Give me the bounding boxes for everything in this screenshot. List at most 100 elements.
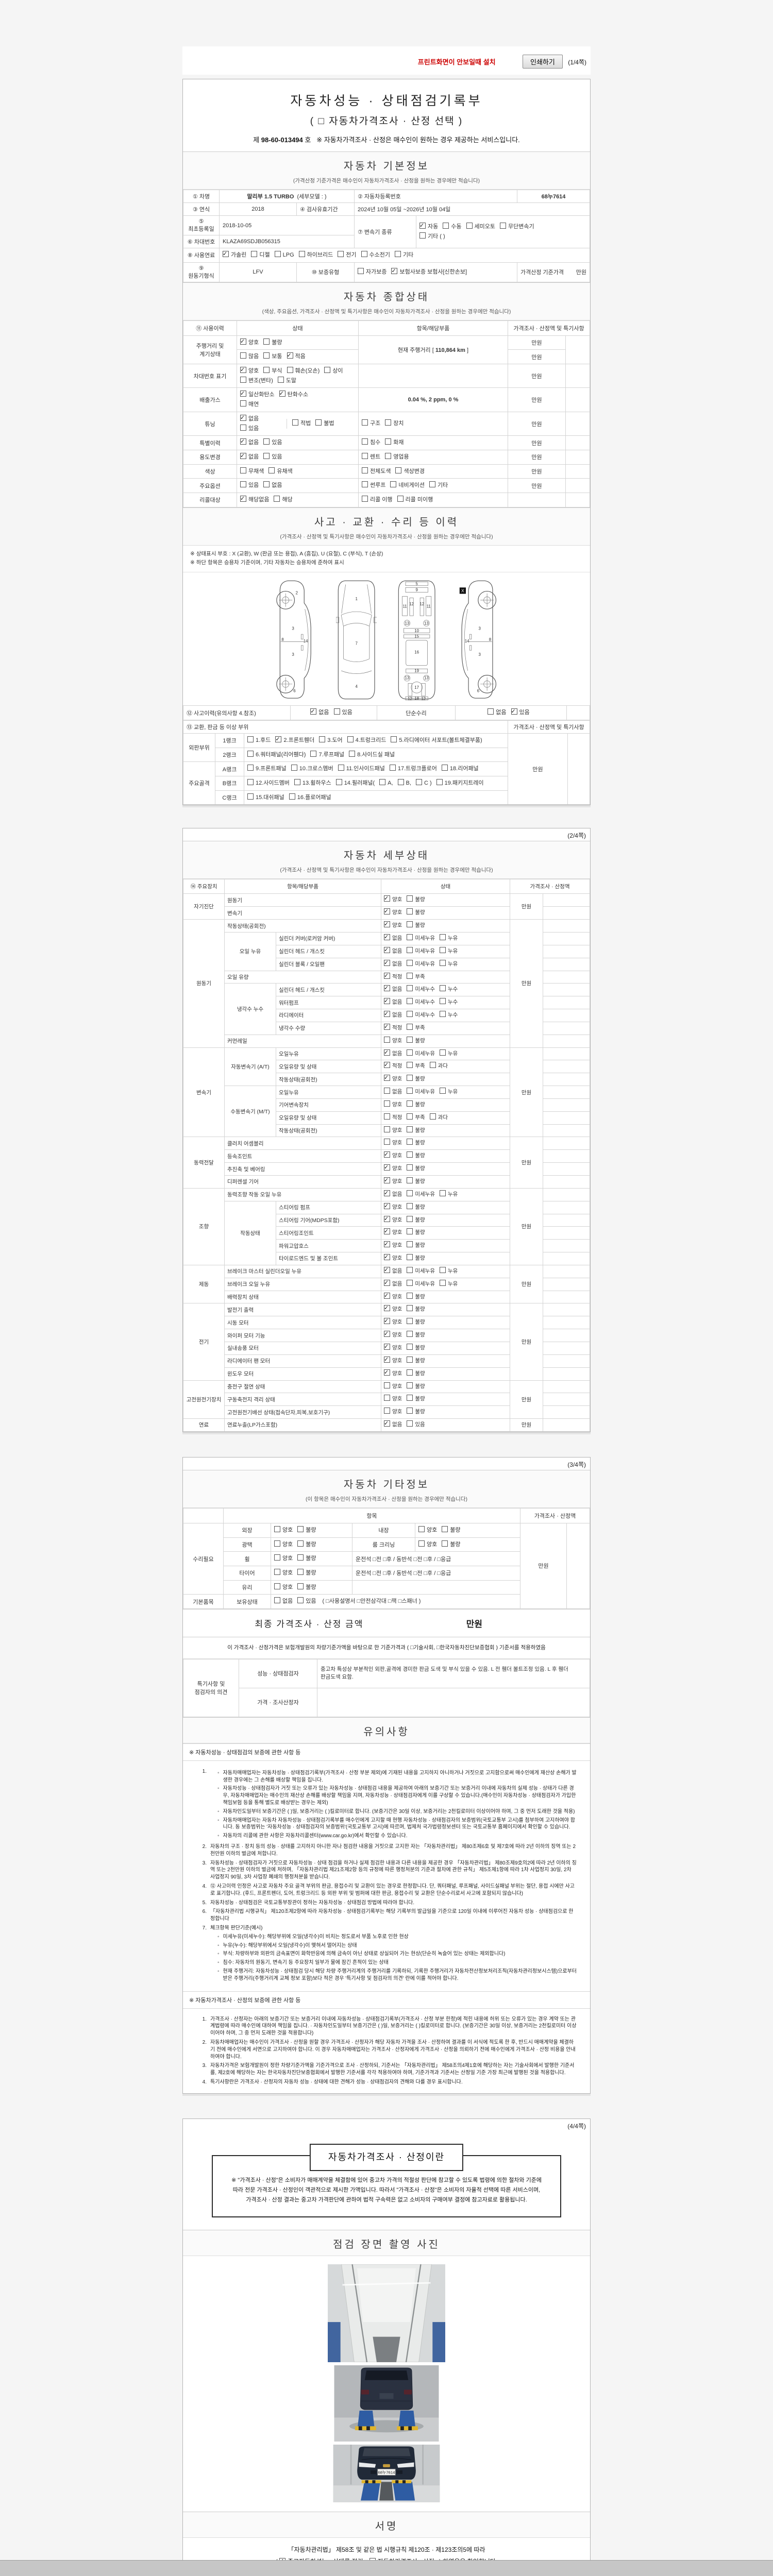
unchecked-checkbox-icon [397,779,404,786]
table-row: 냉각수 수량적정부족 [183,1021,590,1035]
checkbox-option: 양호 [384,1368,402,1379]
table-row: 유리 양호 불량 [183,1580,590,1595]
checked-checkbox-icon [240,437,246,447]
doc-no-prefix: 제 [253,136,260,144]
checkbox-option: 불량 [407,1036,425,1046]
unchecked-checkbox-icon [315,419,322,426]
svg-text:3: 3 [292,652,295,657]
unchecked-checkbox-icon [347,736,354,742]
note-item: 2. 자동차의 구조 · 장치 등의 성능 · 상태를 고지하지 아니한 자나 점… [202,1843,576,1857]
table-row: 수리필요 외장 양호 불량 내장 양호 불량 만원 [183,1522,590,1609]
unchecked-checkbox-icon [407,1292,413,1299]
unchecked-checkbox-icon [274,1568,280,1575]
table-row: 휠 양호 불량 운전석 □전 □후 / 동반석 □전 □후 / □응급 [183,1551,590,1566]
unchecked-checkbox-icon [362,495,368,502]
checkbox-option: 해당 [274,495,293,505]
table-row: ⑥ 차대번호 KLAZA69SDJB056315 [183,235,590,248]
checkbox-option: 해당없음 [240,494,269,505]
checkbox-option: 네비게이션 [390,481,425,490]
unchecked-checkbox-icon [240,467,246,473]
checkbox-option: 없음 [384,1189,402,1199]
checkbox-option: 있음 [240,481,259,490]
table-row: ⑧ 사용연료가솔린디젤LPG하이브리드전기수소전기기타 [183,248,590,263]
svg-text:10: 10 [414,629,419,633]
unchecked-checkbox-icon [407,1023,413,1030]
checked-checkbox-icon [384,996,391,1006]
document-title: 자동차성능 · 상태점검기록부 [290,94,483,108]
basic-info-table: ① 차명 말리부 1.5 TURBO (세부모델 : ) ② 자동차등록번호 68누7… [183,190,590,282]
checkbox-option: 상이 [324,366,343,376]
unchecked-checkbox-icon [361,251,367,257]
checkbox-option: 많음 [240,352,259,362]
table-row: 시동 모터양호불량 [183,1316,590,1330]
checkbox-option: 불량 [442,1540,461,1550]
unchecked-checkbox-icon [297,1597,304,1604]
inspector-opinion-table: 특기사항 및 점검자의 의견 성능 · 상태점검자 중고차 특성상 부분적인 외판,… [183,1658,590,1717]
checkbox-option: 양호 [384,1163,402,1174]
unchecked-checkbox-icon [407,1139,413,1145]
checked-checkbox-icon [384,894,391,904]
section-title: 점검 장면 촬영 사진 [333,2239,440,2251]
checkbox-option: 불법 [315,419,334,429]
checkbox-option: 불량 [407,895,425,905]
checkbox-option: 4.트렁크리드 [347,736,386,745]
unchecked-checkbox-icon [294,779,300,786]
checkbox-option: 있음 [407,1420,425,1430]
table-row: ⑭ 주요장치 항목/해당부품 상태 가격조사 · 산정액 [183,879,590,894]
checkbox-option: 불량 [297,1540,316,1550]
checkbox-option: 도말 [277,376,296,386]
checkbox-option: 불량 [407,1126,425,1136]
inspector-opinion-table: 특기사항 및 점검자의 의견 성능 · 상태점검자 중고차 특성상 부분적인 외판,… [183,1658,590,1717]
unchecked-checkbox-icon [407,1305,413,1312]
checkbox-option: 13.휠하우스 [294,778,331,788]
legend-line-1: ※ 상태표시 부호 : X (교환), W (판금 또는 용접), A (흠집)… [190,550,383,557]
section-basic-info: 자동차 기본정보 (가격산정 기준가격은 매수인이 자동차가격조사 · 산정을 … [183,151,590,190]
table-row: 주행거리 및 계기상태양호불량현재 주행거리 [ 110,864 km ]만원 [183,335,590,365]
unchecked-checkbox-icon [385,438,392,445]
unchecked-checkbox-icon [333,708,340,715]
svg-text:19: 19 [414,669,419,673]
note-item: 4. ⑫ 사고이력 인정은 사고로 자동차 주요 골격 부위의 판금, 용접수리 … [202,1883,575,1896]
unchecked-checkbox-icon [441,765,448,771]
checked-checkbox-icon [384,945,391,955]
checkbox-option: 불량 [407,1164,425,1174]
checkbox-option: 없음 [274,1597,293,1606]
checkbox-option: 누유 [439,959,458,969]
checkbox-option: 양호 [274,1583,293,1592]
unchecked-checkbox-icon [407,1177,413,1183]
page-4: (4/4쪽) 자동차가격조사 · 산정이란 ※ "가격조사 · 산정"은 소비자… [182,2118,591,2576]
note-bullet: ◦ 자동차매매업자는 자동차 자동차성능 · 상태점검기록부를 매수인에게 고지할… [217,1817,575,1831]
print-button[interactable]: 인쇄하기 [522,55,563,69]
unchecked-checkbox-icon [429,1062,436,1069]
unchecked-checkbox-icon [384,1139,391,1145]
table-row: ⑪ 사용이력 상태 항목/해당부품 가격조사 · 산정액 및 특기사항 [183,320,590,336]
checkbox-option: 2.프론트휀더 [275,735,314,745]
checked-checkbox-icon [384,1316,391,1326]
checkbox-option: 18.리어패널 [441,764,479,774]
bottom-scrollbar-area [0,2560,773,2576]
install-notice-link[interactable]: 프린트화면이 안보일때 설치 [417,58,496,66]
checkbox-option: 없음 [240,451,259,462]
svg-text:8: 8 [282,637,284,642]
checkbox-option: 없음 [384,1278,402,1289]
unchecked-checkbox-icon [297,1583,304,1589]
checkbox-option: 과다 [429,1113,448,1123]
checkbox-option: 불량 [407,1228,425,1238]
svg-text:9: 9 [415,588,418,592]
table-row: ⑬ 교환, 판금 등 이상 부위 가격조사 · 산정액 및 특기사항 [182,720,590,734]
svg-text:12: 12 [408,697,412,701]
note-item: 1. ◦ 자동차매매업자는 자동차성능 · 상태점검기록부(가격조사 · 산정 부분… [202,1768,577,1839]
checkbox-option: 기타 ( ) [419,232,445,242]
svg-text:4: 4 [355,684,358,689]
inspection-photo-underbody [328,2264,445,2363]
unchecked-checkbox-icon [407,1382,413,1388]
svg-text:1: 1 [355,597,358,601]
unchecked-checkbox-icon [263,338,270,345]
unchecked-checkbox-icon [297,1554,304,1561]
